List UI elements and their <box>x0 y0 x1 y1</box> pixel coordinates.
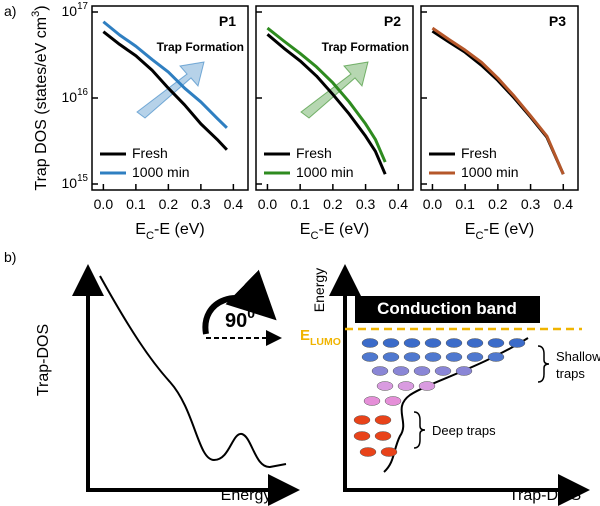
legend-label: Fresh <box>296 145 332 161</box>
series-line <box>431 26 565 175</box>
panel-label: b) <box>4 249 16 265</box>
plot-frame <box>420 5 579 191</box>
dos-curve <box>99 275 287 469</box>
x-tick-label: 0.1 <box>290 196 310 212</box>
trap-state <box>466 352 484 362</box>
x-tick-label: 0.2 <box>323 196 343 212</box>
trap-state <box>397 381 415 391</box>
trap-state <box>487 338 505 348</box>
trap-state <box>466 338 484 348</box>
chart-title: P1 <box>219 13 236 29</box>
chart-title: P2 <box>384 13 401 29</box>
rotation-arrow <box>202 269 277 335</box>
x-tick-label: 0.3 <box>521 196 541 212</box>
x-axis-label: EC-E (eV) <box>465 221 534 242</box>
trap-state <box>424 352 442 362</box>
trap-state <box>382 352 400 362</box>
y-tick-label: 1017 <box>62 1 88 19</box>
x-tick-label: 0.3 <box>356 196 376 212</box>
series-line <box>102 20 228 129</box>
left-diagram: Trap-DOS Energy 900 <box>35 264 300 506</box>
x-tick-label: 0.1 <box>455 196 475 212</box>
trap-state <box>403 338 421 348</box>
x-tick-label: 0.4 <box>389 196 409 212</box>
trap-state <box>376 381 394 391</box>
chart-title: P3 <box>549 13 566 29</box>
annotation: Trap Formation <box>322 40 409 54</box>
trap-state <box>374 415 392 425</box>
trap-state <box>424 338 442 348</box>
legend-label: Fresh <box>461 145 497 161</box>
trap-state <box>361 352 379 362</box>
trap-state <box>445 338 463 348</box>
trend-arrow <box>300 61 369 119</box>
trap-state <box>418 381 436 391</box>
y-axis-label: Trap DOS (states/eV cm3) <box>30 5 50 190</box>
x-axis-label: EC-E (eV) <box>300 221 369 242</box>
x-tick-label: 0.1 <box>126 196 146 212</box>
series-line <box>266 33 387 175</box>
legend-label: 1000 min <box>461 164 519 180</box>
trap-state <box>445 352 463 362</box>
trap-state <box>487 352 505 362</box>
trap-state <box>392 366 410 376</box>
x-tick-label: 0.2 <box>159 196 179 212</box>
brace <box>537 345 550 383</box>
band-label: Conduction band <box>377 299 517 318</box>
legend-label: 1000 min <box>132 164 190 180</box>
x-axis-label: EC-E (eV) <box>135 221 204 242</box>
shallow-label: Shallow <box>556 349 600 364</box>
x-tick-label: 0.2 <box>488 196 508 212</box>
x-tick-label: 0.4 <box>224 196 244 212</box>
panel-label: a) <box>4 3 16 19</box>
trap-state <box>361 338 379 348</box>
conduction-band <box>355 296 540 323</box>
rotation-label: 900 <box>225 305 255 333</box>
trap-state <box>384 396 402 406</box>
series-line <box>102 30 228 151</box>
y-tick-label: 1016 <box>62 87 89 105</box>
y-tick-label: 1015 <box>62 173 89 191</box>
right-diagram: Energy Trap-DOS Conduction band ELUMO Sh… <box>300 264 600 506</box>
x-label: Trap-DOS <box>509 487 581 504</box>
trap-state <box>413 366 431 376</box>
trap-state <box>455 366 473 376</box>
y-label: Trap-DOS <box>35 324 52 396</box>
trap-state <box>374 431 392 441</box>
plot-frame <box>91 5 249 191</box>
x-tick-label: 0.3 <box>191 196 211 212</box>
trap-state <box>353 431 371 441</box>
x-label: Energy <box>221 487 272 504</box>
x-tick-label: 0.4 <box>554 196 574 212</box>
trap-state <box>359 447 377 457</box>
lumo-label: ELUMO <box>300 327 341 348</box>
x-tick-label: 0.0 <box>423 196 443 212</box>
trap-state <box>380 447 398 457</box>
deep-label: Deep traps <box>432 423 496 438</box>
trap-state <box>382 338 400 348</box>
series-line <box>266 26 387 163</box>
shallow-label: traps <box>556 366 585 381</box>
legend-label: 1000 min <box>296 164 354 180</box>
trap-state <box>363 396 381 406</box>
x-tick-label: 0.0 <box>258 196 278 212</box>
annotation: Trap Formation <box>157 40 244 54</box>
x-tick-label: 0.0 <box>94 196 114 212</box>
trap-state <box>403 352 421 362</box>
legend-label: Fresh <box>132 145 168 161</box>
trap-state <box>371 366 389 376</box>
trap-state <box>434 366 452 376</box>
y-label: Energy <box>311 268 327 312</box>
trap-state <box>353 415 371 425</box>
trap-state <box>508 338 526 348</box>
brace <box>413 411 426 449</box>
